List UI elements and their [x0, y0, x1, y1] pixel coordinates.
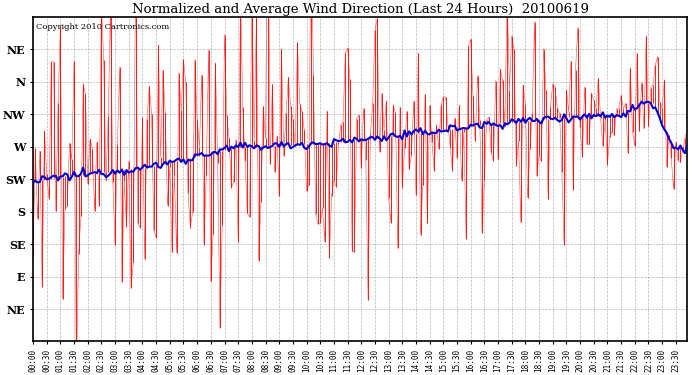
Title: Normalized and Average Wind Direction (Last 24 Hours)  20100619: Normalized and Average Wind Direction (L… — [132, 3, 589, 16]
Text: Copyright 2010 Cartronics.com: Copyright 2010 Cartronics.com — [37, 23, 170, 32]
